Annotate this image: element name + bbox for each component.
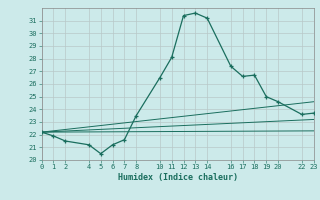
X-axis label: Humidex (Indice chaleur): Humidex (Indice chaleur) [118,173,237,182]
